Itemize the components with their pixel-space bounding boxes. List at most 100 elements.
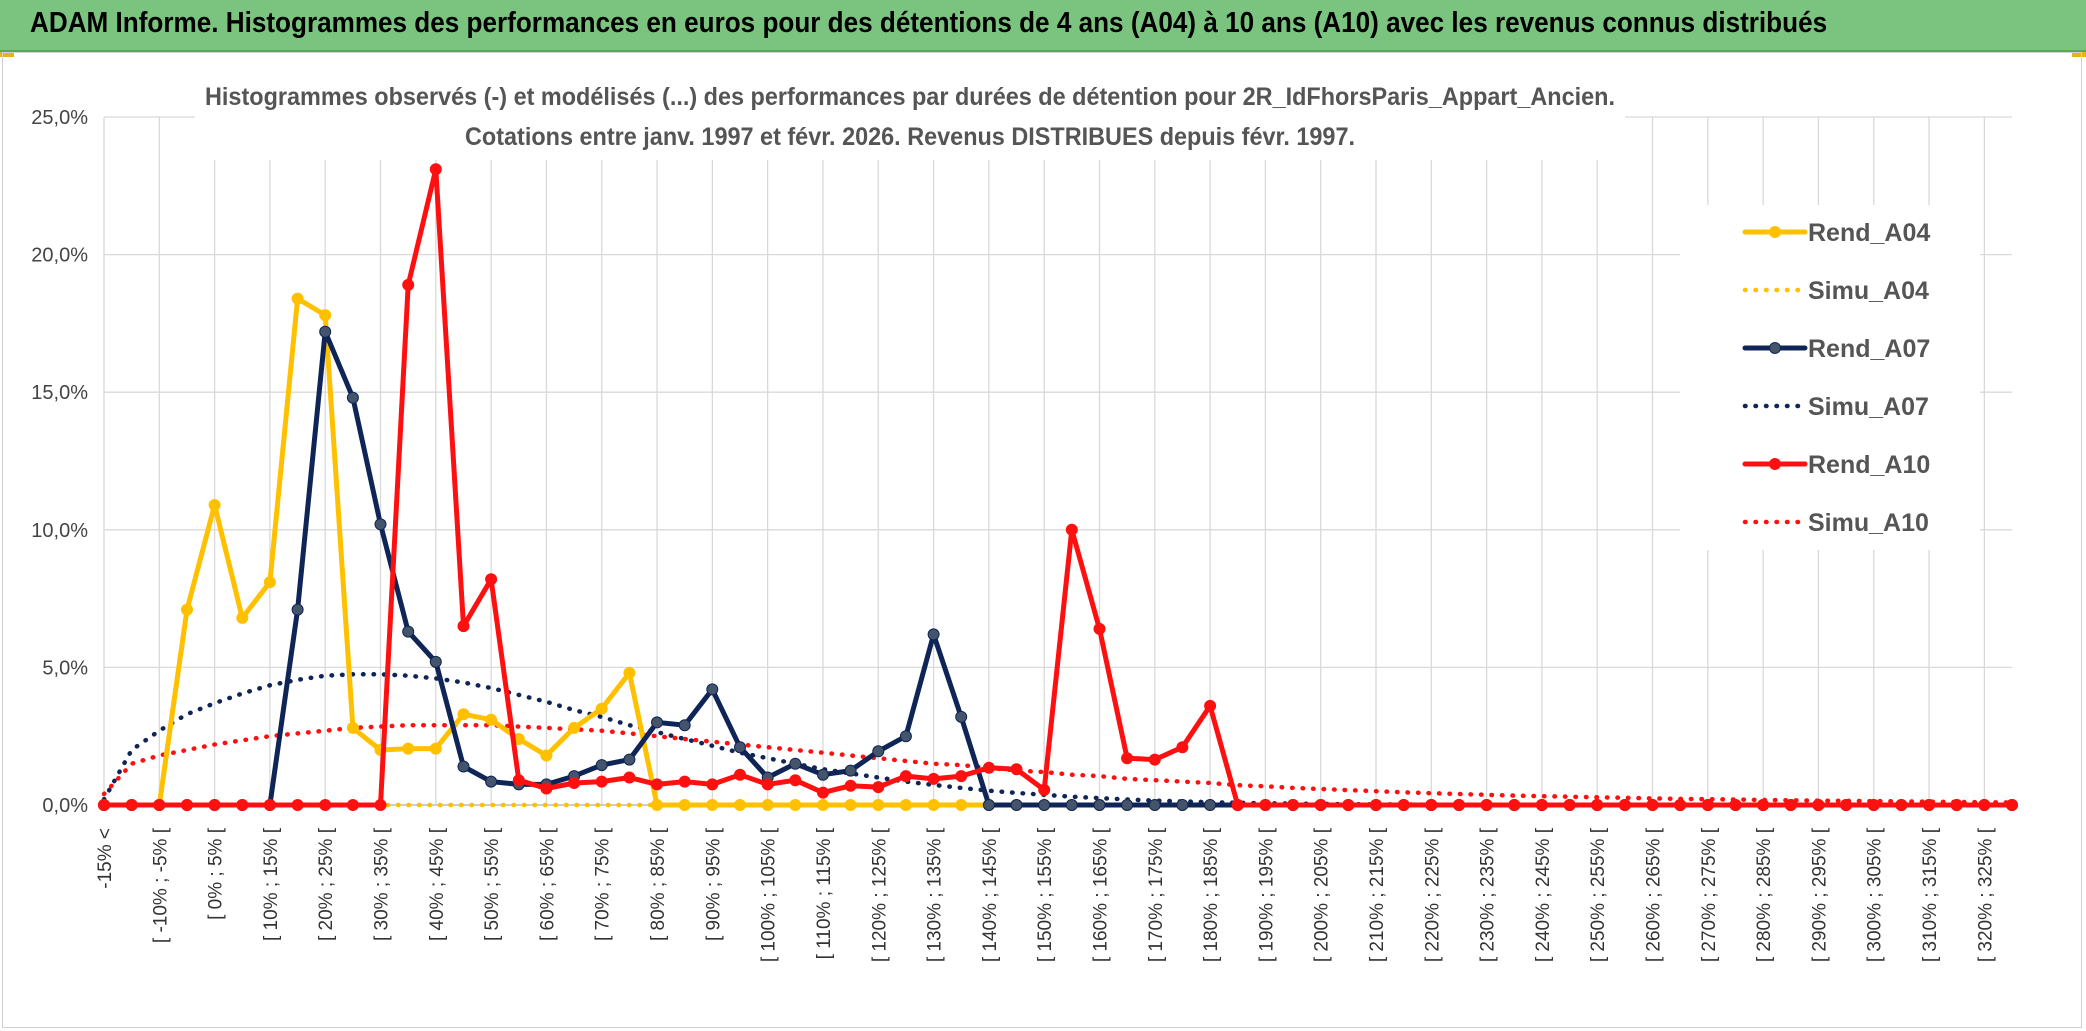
- legend-label-simu-a10: Simu_A10: [1808, 509, 1929, 537]
- x-tick-label: [ 180% ; 185% [: [1201, 827, 1222, 962]
- point-rend-a07: [706, 683, 719, 696]
- x-tick-label: [ 60% ; 65% [: [537, 827, 558, 941]
- point-rend-a10: [927, 772, 940, 785]
- point-rend-a04: [872, 799, 885, 811]
- point-rend-a07: [1010, 799, 1023, 811]
- legend-label-rend-a10: Rend_A10: [1808, 451, 1930, 479]
- point-rend-a10: [568, 777, 581, 789]
- x-tick-label: [ 190% ; 195% [: [1256, 827, 1277, 962]
- point-rend-a10: [1148, 753, 1161, 766]
- point-rend-a10: [595, 775, 608, 788]
- y-tick-label: 10,0%: [31, 520, 88, 542]
- point-rend-a04: [181, 603, 193, 616]
- point-rend-a10: [1425, 799, 1438, 811]
- point-rend-a10: [374, 799, 387, 811]
- series-group: [98, 163, 2018, 811]
- point-rend-a10: [208, 799, 221, 811]
- point-rend-a07: [1176, 799, 1189, 811]
- x-tick-label: [ 200% ; 205% [: [1312, 827, 1333, 962]
- x-tick-label: [ 160% ; 165% [: [1090, 827, 1111, 962]
- point-rend-a04: [927, 799, 940, 811]
- point-rend-a10: [706, 778, 719, 791]
- point-rend-a07: [1065, 799, 1078, 811]
- point-rend-a07: [291, 603, 304, 616]
- point-rend-a07: [402, 625, 415, 638]
- x-tick-label: [ 230% ; 235% [: [1478, 827, 1499, 962]
- point-rend-a07: [1148, 799, 1161, 811]
- point-rend-a10: [1563, 799, 1576, 811]
- point-rend-a10: [1812, 799, 1825, 811]
- point-rend-a10: [1591, 799, 1604, 811]
- point-rend-a10: [1895, 799, 1908, 811]
- x-tick-label: [ 120% ; 125% [: [869, 827, 890, 962]
- point-rend-a04: [236, 611, 249, 624]
- point-rend-a04: [651, 799, 663, 811]
- x-tick-label: [ 320% ; 325% [: [1975, 827, 1996, 962]
- point-rend-a04: [623, 666, 636, 679]
- x-tick-label: [ 100% ; 105% [: [759, 827, 780, 962]
- point-rend-a07: [374, 518, 387, 531]
- report-title: ADAM Informe. Histogrammes des performan…: [30, 7, 1828, 39]
- point-rend-a04: [402, 742, 415, 755]
- point-rend-a10: [1342, 799, 1355, 811]
- x-axis-ticks: -15% < [ -10% ; -5% [[ 0% ; 5% [[ 10% ; 1…: [95, 827, 1996, 962]
- legend-marker-rend-a04: [1769, 226, 1781, 238]
- point-rend-a10: [1259, 799, 1272, 811]
- point-rend-a07: [1093, 799, 1106, 811]
- point-rend-a10: [402, 278, 415, 291]
- x-tick-label: [ 290% ; 295% [: [1809, 827, 1830, 962]
- point-rend-a10: [429, 163, 442, 176]
- point-rend-a10: [678, 775, 691, 788]
- legend-label-simu-a04: Simu_A04: [1808, 277, 1929, 305]
- point-rend-a07: [1038, 799, 1051, 811]
- point-rend-a07: [485, 775, 498, 788]
- point-rend-a10: [844, 779, 857, 792]
- legend-label-rend-a07: Rend_A07: [1808, 335, 1930, 363]
- point-rend-a07: [651, 716, 663, 729]
- point-rend-a10: [181, 799, 193, 811]
- point-rend-a10: [263, 799, 276, 811]
- point-rend-a10: [1121, 752, 1134, 765]
- x-tick-label: [ 300% ; 305% [: [1865, 827, 1886, 962]
- point-rend-a07: [678, 719, 691, 732]
- point-rend-a10: [1950, 799, 1963, 811]
- point-rend-a10: [1480, 799, 1493, 811]
- point-rend-a10: [512, 774, 525, 787]
- point-rend-a10: [734, 768, 746, 781]
- x-tick-label: [ 90% ; 95% [: [703, 827, 724, 941]
- point-rend-a04: [208, 499, 221, 511]
- point-rend-a10: [485, 573, 498, 586]
- point-rend-a10: [1701, 799, 1714, 811]
- point-rend-a07: [595, 759, 608, 772]
- point-rend-a10: [98, 799, 110, 811]
- x-tick-label: [ 210% ; 215% [: [1367, 827, 1388, 962]
- point-rend-a10: [899, 770, 912, 783]
- x-tick-label: [ 30% ; 35% [: [372, 827, 393, 941]
- y-tick-label: 20,0%: [31, 245, 88, 267]
- legend-marker-rend-a10: [1769, 458, 1781, 470]
- x-tick-label: [ 10% ; 15% [: [261, 827, 282, 941]
- point-rend-a10: [623, 771, 636, 784]
- point-rend-a04: [844, 799, 857, 811]
- point-rend-a10: [236, 799, 249, 811]
- chart-frame: [2, 52, 2082, 1028]
- point-rend-a10: [1453, 799, 1465, 811]
- point-rend-a04: [346, 721, 359, 734]
- point-rend-a10: [1176, 741, 1189, 754]
- point-rend-a10: [1729, 799, 1742, 811]
- point-rend-a04: [706, 799, 719, 811]
- legend-background: [1680, 205, 1980, 550]
- x-tick-label: [ 140% ; 145% [: [980, 827, 1001, 962]
- x-tick-label: [ 220% ; 225% [: [1422, 827, 1443, 962]
- point-rend-a10: [1287, 799, 1299, 811]
- point-rend-a04: [540, 749, 553, 762]
- x-tick-label: [ 240% ; 245% [: [1533, 827, 1554, 962]
- point-rend-a04: [429, 742, 442, 755]
- point-rend-a07: [844, 764, 857, 777]
- point-rend-a10: [1038, 783, 1051, 796]
- point-rend-a10: [1618, 799, 1631, 811]
- point-rend-a10: [1370, 799, 1382, 811]
- point-rend-a10: [1231, 799, 1244, 811]
- x-tick-label: [ 270% ; 275% [: [1699, 827, 1720, 962]
- point-rend-a07: [319, 325, 332, 338]
